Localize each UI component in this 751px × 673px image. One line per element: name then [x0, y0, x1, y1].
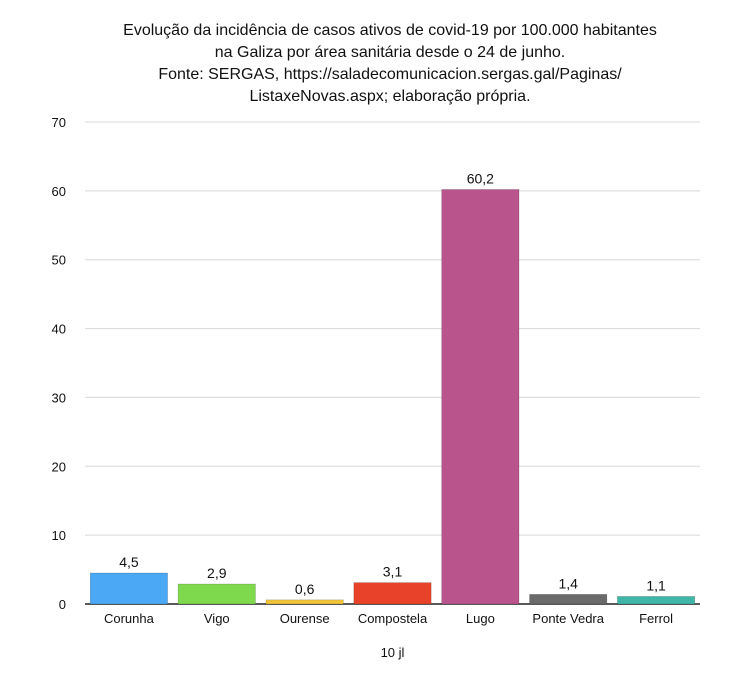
chart-title: Evolução da incidência de casos ativos d… — [40, 20, 740, 108]
y-tick-label: 20 — [52, 459, 66, 474]
data-label: 60,2 — [467, 170, 494, 186]
x-tick-label: Compostela — [358, 611, 428, 626]
bar-ourense — [265, 599, 344, 605]
bar-compostela — [353, 582, 432, 605]
x-tick-label: Lugo — [466, 611, 495, 626]
y-axis: 0 10 20 30 40 50 60 70 — [52, 115, 66, 612]
data-label: 0,6 — [295, 581, 315, 597]
bar-ponte-vedra — [529, 594, 608, 605]
bars — [89, 189, 696, 605]
gridlines — [85, 121, 700, 605]
x-tick-label: Vigo — [204, 611, 230, 626]
y-tick-label: 30 — [52, 390, 66, 405]
y-tick-label: 40 — [52, 322, 66, 337]
data-label: 2,9 — [207, 565, 227, 581]
chart-title-line-3: Fonte: SERGAS, https://saladecomunicacio… — [158, 66, 622, 83]
x-tick-label: Ourense — [280, 611, 330, 626]
bar-vigo — [177, 583, 256, 605]
chart-title-line-4: ListaxeNovas.aspx; elaboração própria. — [249, 88, 531, 105]
bar-lugo — [441, 189, 520, 605]
y-tick-label: 50 — [52, 253, 66, 268]
data-labels: 4,5 2,9 0,6 3,1 60,2 1,4 1,1 — [119, 170, 666, 596]
data-label: 1,4 — [558, 575, 578, 591]
x-tick-label: Ponte Vedra — [532, 611, 604, 626]
y-tick-label: 60 — [52, 184, 66, 199]
data-label: 1,1 — [646, 577, 666, 593]
x-axis-categories: Corunha Vigo Ourense Compostela Lugo Ponte Ve… — [104, 611, 673, 626]
chart-title-line-1: Evolução da incidência de casos ativos d… — [123, 22, 657, 39]
y-tick-label: 0 — [59, 597, 66, 612]
x-tick-label: Corunha — [104, 611, 155, 626]
bar-corunha — [89, 572, 168, 605]
y-tick-label: 10 — [52, 528, 66, 543]
chart-title-line-2: na Galiza por área sanitária desde o 24 … — [214, 44, 566, 61]
data-label: 3,1 — [383, 564, 403, 580]
x-axis-title: 10 jl — [381, 645, 405, 660]
data-label: 4,5 — [119, 554, 139, 570]
x-tick-label: Ferrol — [639, 611, 673, 626]
y-tick-label: 70 — [52, 115, 66, 130]
bar-ferrol — [617, 596, 696, 605]
